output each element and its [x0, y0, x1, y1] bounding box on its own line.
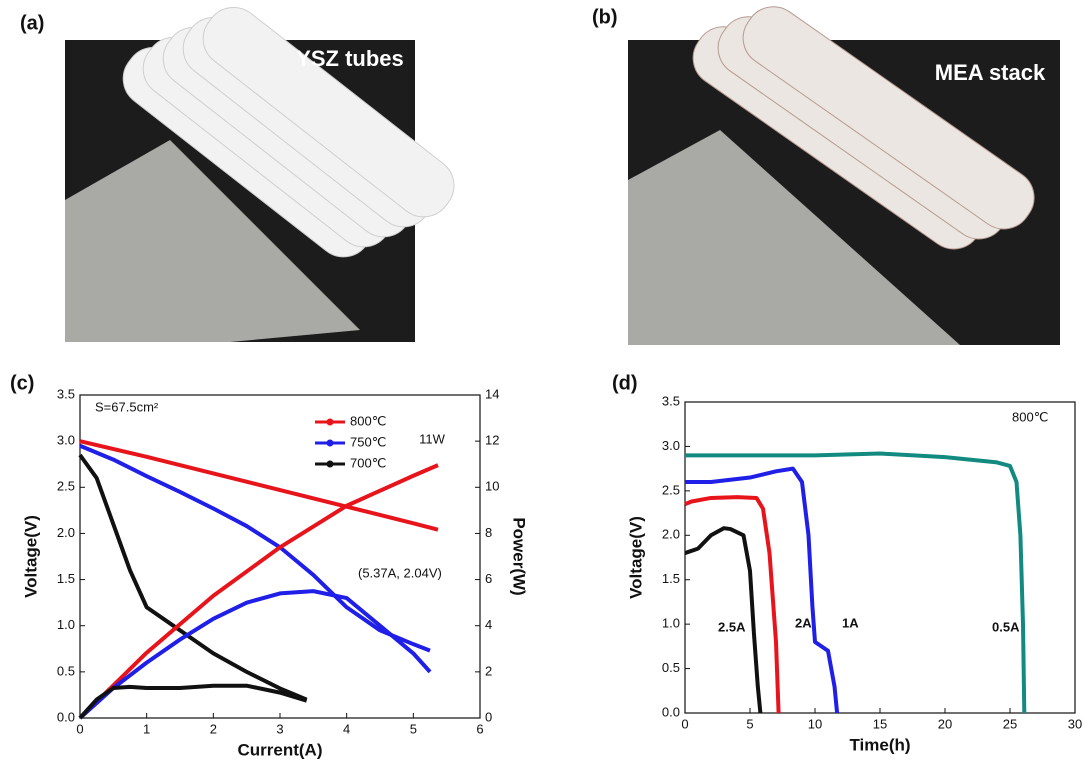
series-line	[78, 683, 308, 720]
series-line	[78, 453, 308, 702]
x-tick-label: 3	[276, 721, 283, 736]
y-tick-label: 0.5	[662, 660, 680, 675]
series-line	[685, 466, 840, 714]
panel-label: (d)	[612, 372, 638, 394]
y-tick-label: 3.0	[662, 438, 680, 453]
y-tick-label: 1.5	[57, 571, 75, 586]
y-tick-label: 2.5	[662, 482, 680, 497]
series-line	[79, 439, 439, 532]
y2-tick-label: 8	[485, 525, 492, 540]
y-tick-label: 2.0	[57, 525, 75, 540]
series-line	[79, 443, 431, 653]
series-label: 1A	[842, 615, 859, 630]
annotation: S=67.5cm²	[95, 399, 159, 414]
y-axis-label: Voltage(V)	[21, 515, 40, 598]
y-tick-label: 1.0	[662, 616, 680, 631]
photo-caption: MEA stack	[935, 60, 1046, 85]
y-axis-label: Voltage(V)	[626, 516, 645, 599]
plot-frame	[684, 401, 1076, 714]
x-axis-label: Current(A)	[238, 740, 323, 759]
y-tick-label: 2.5	[57, 479, 75, 494]
y-tick-label: 0.0	[57, 709, 75, 724]
x-tick-label: 25	[1003, 716, 1017, 731]
y2-tick-label: 2	[485, 663, 492, 678]
legend-label: 700℃	[350, 455, 386, 470]
series-line	[684, 495, 781, 714]
x-tick-label: 0	[681, 716, 688, 731]
photo-b	[628, 6, 1060, 345]
y-tick-label: 3.5	[57, 386, 75, 401]
y2-tick-label: 6	[485, 571, 492, 586]
y-tick-label: 0.0	[662, 704, 680, 719]
x-axis-label: Time(h)	[849, 735, 910, 754]
x-tick-label: 15	[873, 716, 887, 731]
x-tick-label: 30	[1068, 716, 1082, 731]
y-tick-label: 2.0	[662, 527, 680, 542]
annotation: 800℃	[1012, 409, 1048, 424]
series-line	[78, 589, 432, 720]
annotation: 11W	[419, 431, 445, 446]
series-line	[685, 451, 1027, 714]
y2-tick-label: 12	[485, 433, 499, 448]
tubes	[122, 6, 455, 258]
x-tick-label: 10	[808, 716, 822, 731]
y2-tick-label: 0	[485, 709, 492, 724]
tubes	[692, 6, 1035, 250]
ruler	[65, 140, 360, 342]
legend-label: 750℃	[350, 434, 386, 449]
legend-marker	[326, 418, 334, 426]
legend-label: 800℃	[350, 413, 386, 428]
x-tick-label: 2	[210, 721, 217, 736]
y-tick-label: 0.5	[57, 663, 75, 678]
panel-label: (a)	[20, 12, 44, 34]
y2-tick-label: 10	[485, 479, 499, 494]
series-label: 0.5A	[992, 619, 1020, 634]
x-tick-label: 6	[476, 721, 483, 736]
panel-label: (c)	[10, 372, 34, 394]
legend-marker	[326, 439, 334, 447]
photo-caption: YSZ tubes	[296, 46, 404, 71]
y-tick-label: 3.5	[662, 393, 680, 408]
x-tick-label: 1	[143, 721, 150, 736]
series-label: 2.5A	[718, 619, 746, 634]
panel-label: (b)	[592, 6, 618, 28]
x-tick-label: 20	[938, 716, 952, 731]
y-tick-label: 1.5	[662, 571, 680, 586]
annotation: (5.37A, 2.04V)	[358, 565, 442, 580]
y-tick-label: 1.0	[57, 617, 75, 632]
series-label: 2A	[795, 615, 812, 630]
y2-tick-label: 4	[485, 617, 492, 632]
y2-tick-label: 14	[485, 386, 499, 401]
ruler	[628, 130, 960, 345]
y-tick-label: 3.0	[57, 433, 75, 448]
legend-marker	[326, 460, 334, 468]
x-tick-label: 4	[343, 721, 350, 736]
series-line	[684, 526, 763, 714]
photo-a	[65, 6, 455, 342]
x-tick-label: 5	[410, 721, 417, 736]
x-tick-label: 0	[76, 721, 83, 736]
y2-axis-label: Power(W)	[510, 517, 529, 595]
series-line	[78, 463, 439, 720]
x-tick-label: 5	[746, 716, 753, 731]
